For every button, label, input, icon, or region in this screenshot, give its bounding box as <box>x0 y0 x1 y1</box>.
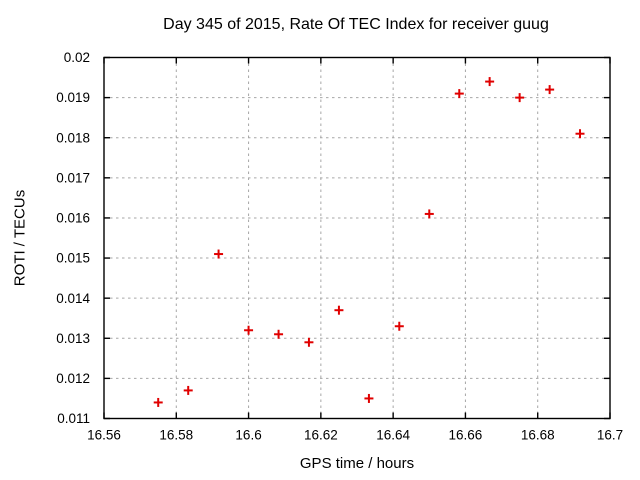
data-point-marker <box>244 325 254 335</box>
data-point-marker <box>214 249 224 259</box>
data-point-marker <box>274 329 284 339</box>
data-point-marker <box>454 89 464 99</box>
y-tick-label: 0.02 <box>64 50 90 65</box>
x-tick-label: 16.6 <box>235 428 261 443</box>
data-point-marker <box>334 305 344 315</box>
y-tick-label: 0.019 <box>56 90 90 105</box>
y-tick-label: 0.012 <box>56 371 90 386</box>
x-tick-label: 16.56 <box>87 428 121 443</box>
y-tick-label: 0.013 <box>56 331 90 346</box>
x-tick-label: 16.66 <box>449 428 483 443</box>
data-point-marker <box>394 321 404 331</box>
data-point-marker <box>153 397 163 407</box>
x-tick-label: 16.7 <box>597 428 623 443</box>
chart-title: Day 345 of 2015, Rate Of TEC Index for r… <box>163 16 549 33</box>
plot-border <box>103 56 611 420</box>
data-point-marker <box>515 93 525 103</box>
x-tick-label: 16.58 <box>159 428 193 443</box>
y-tick-label: 0.017 <box>56 170 90 185</box>
x-tick-label: 16.64 <box>376 428 410 443</box>
data-point-marker <box>575 129 585 139</box>
data-point-marker <box>304 337 314 347</box>
y-tick-label: 0.011 <box>57 411 90 426</box>
x-tick-label: 16.68 <box>521 428 555 443</box>
data-point-marker <box>424 209 434 219</box>
x-axis-label: GPS time / hours <box>299 455 415 472</box>
y-tick-label: 0.015 <box>56 251 90 266</box>
y-tick-label: 0.018 <box>56 130 90 145</box>
data-point-marker <box>545 85 555 95</box>
y-tick-label: 0.016 <box>56 211 90 226</box>
data-point-marker <box>183 385 193 395</box>
data-point-marker <box>485 77 495 87</box>
x-tick-label: 16.62 <box>304 428 338 443</box>
y-tick-label: 0.014 <box>56 291 90 306</box>
data-point-marker <box>364 393 374 403</box>
